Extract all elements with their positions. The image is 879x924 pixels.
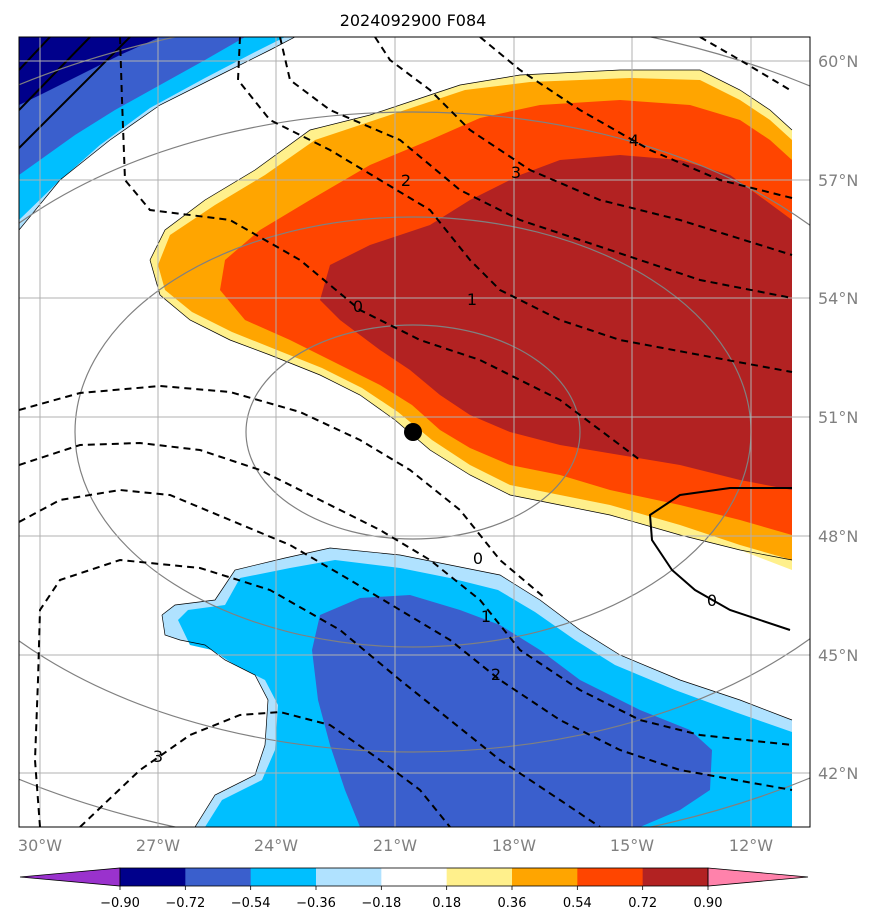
contour-label: 4 [629, 131, 639, 150]
shading-outline-south-neg [161, 547, 793, 721]
lon-label: 24°W [254, 836, 298, 855]
contour-label: 1 [467, 290, 477, 309]
colorbar: −0.90 −0.72 −0.54 −0.36 −0.18 0.18 0.36 0.54 0.7… [19, 867, 809, 911]
lat-label: 57°N [818, 171, 858, 190]
colorbar-tick-label: −0.90 [100, 896, 140, 911]
colorbar-tick-label: −0.72 [165, 896, 205, 911]
colorbar-segment [381, 868, 448, 886]
colorbar-segment [707, 867, 809, 887]
figure-title: 2024092900 F084 [340, 11, 487, 30]
lat-label: 48°N [818, 527, 858, 546]
colorbar-tick-label: 0.72 [628, 896, 657, 911]
colorbar-segment [316, 868, 382, 886]
colorbar-tick-label: 0.18 [432, 896, 461, 911]
map-frame [18, 36, 811, 828]
solid-contours-nw [19, 37, 131, 149]
colorbar-tick-label: −0.18 [361, 896, 401, 911]
solid-contour-zero [648, 487, 792, 631]
lat-label: 42°N [818, 764, 858, 783]
graticule [19, 37, 810, 827]
colorbar-tick-label: 0.54 [563, 896, 592, 911]
negative-anomaly-south [162, 548, 792, 827]
colorbar-segment [446, 868, 513, 886]
colorbar-segment [512, 868, 578, 886]
contour-labels: 0 1 2 3 4 0 1 2 3 0 [153, 131, 717, 766]
colorbar-segment [185, 868, 252, 886]
colorbar-tick-label: −0.36 [296, 896, 336, 911]
contour-label: 3 [153, 747, 163, 766]
lon-label: 27°W [136, 836, 180, 855]
colorbar-segment [120, 868, 186, 886]
contour-label: 2 [401, 171, 411, 190]
lon-label: 15°W [610, 836, 654, 855]
contour-label: 0 [473, 549, 483, 568]
contour-label: 0 [353, 297, 363, 316]
contour-label: 3 [511, 163, 521, 182]
shading-outline-north [149, 69, 793, 261]
lon-label: 30°W [18, 836, 62, 855]
colorbar-segment [19, 867, 121, 887]
contour-label: 2 [491, 665, 501, 684]
dashed-contours [19, 37, 793, 827]
contour-label: 0 [707, 591, 717, 610]
shading-outline-south-neg-west [161, 614, 269, 827]
lon-label: 12°W [729, 836, 773, 855]
longitude-labels: 30°W 27°W 24°W 21°W 18°W 15°W 12°W [18, 836, 773, 855]
colorbar-outline [119, 867, 709, 887]
contour-label: 1 [481, 607, 491, 626]
colorbar-segment [577, 868, 644, 886]
colorbar-segment [250, 868, 317, 886]
colorbar-tick-label: −0.54 [231, 896, 271, 911]
colorbar-segment [642, 868, 709, 886]
lat-label: 54°N [818, 289, 858, 308]
lon-label: 18°W [492, 836, 536, 855]
colorbar-tick-label: 0.36 [498, 896, 527, 911]
lat-label: 45°N [818, 646, 858, 665]
latitude-labels: 60°N 57°N 54°N 51°N 48°N 45°N 42°N [818, 52, 858, 783]
colorbar-tick-label: 0.90 [694, 896, 723, 911]
lat-label: 60°N [818, 52, 858, 71]
map-panel: 0 1 2 3 4 0 1 2 3 0 [19, 37, 810, 827]
lon-label: 21°W [373, 836, 417, 855]
lat-label: 51°N [818, 408, 858, 427]
center-point-marker [404, 423, 422, 441]
